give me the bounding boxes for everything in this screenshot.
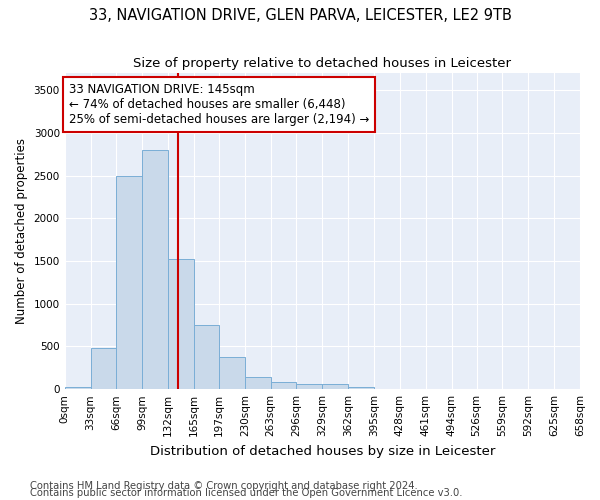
Bar (142, 150, 168, 389)
Text: 33 NAVIGATION DRIVE: 145sqm
← 74% of detached houses are smaller (6,448)
25% of : 33 NAVIGATION DRIVE: 145sqm ← 74% of det… (68, 84, 369, 126)
Bar (168, 260, 194, 389)
Text: Contains HM Land Registry data © Crown copyright and database right 2024.: Contains HM Land Registry data © Crown c… (30, 481, 418, 491)
Bar (271, 382, 296, 389)
Bar (322, 384, 348, 389)
Bar (245, 377, 271, 389)
Title: Size of property relative to detached houses in Leicester: Size of property relative to detached ho… (133, 58, 511, 70)
X-axis label: Distribution of detached houses by size in Leicester: Distribution of detached houses by size … (149, 444, 495, 458)
Text: 33, NAVIGATION DRIVE, GLEN PARVA, LEICESTER, LE2 9TB: 33, NAVIGATION DRIVE, GLEN PARVA, LEICES… (89, 8, 511, 22)
Bar (296, 384, 322, 389)
Y-axis label: Number of detached properties: Number of detached properties (15, 138, 28, 324)
Bar (65, 386, 91, 389)
Bar (348, 386, 374, 389)
Text: Contains public sector information licensed under the Open Government Licence v3: Contains public sector information licen… (30, 488, 463, 498)
Bar (194, 325, 219, 389)
Bar (116, 176, 142, 389)
Bar (219, 356, 245, 389)
Bar (91, 348, 116, 389)
